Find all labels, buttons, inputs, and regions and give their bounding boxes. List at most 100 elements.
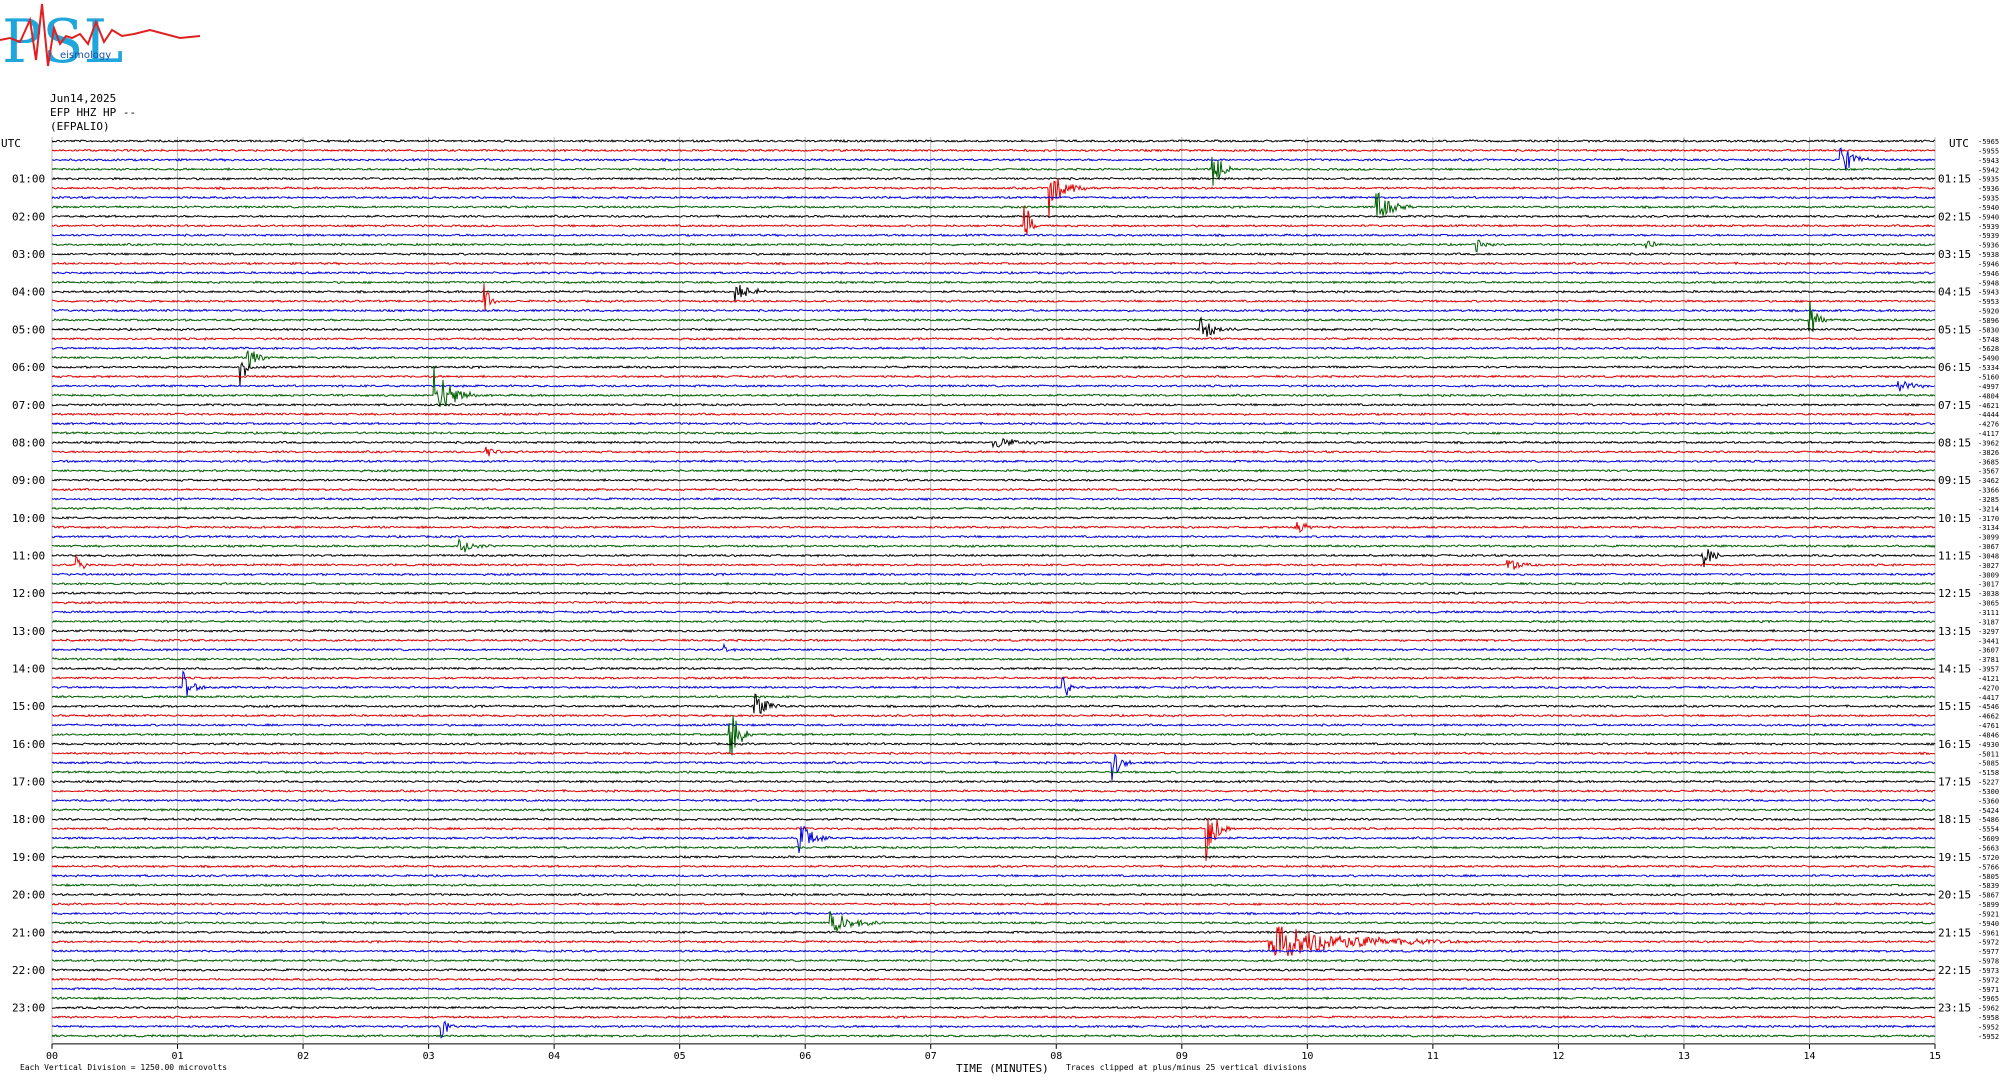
seismic-trace bbox=[51, 600, 1936, 605]
trace-offset-label: -5971 bbox=[1978, 986, 1999, 994]
trace-offset-label: -5360 bbox=[1978, 797, 1999, 805]
seismic-trace bbox=[51, 301, 1936, 333]
trace-offset-label: -4546 bbox=[1978, 703, 1999, 711]
hour-label-right: 13:15 bbox=[1938, 625, 1971, 638]
hour-label-left: 22:00 bbox=[12, 964, 45, 977]
seismic-trace bbox=[51, 694, 1936, 699]
seismic-trace bbox=[51, 521, 1936, 534]
seismic-trace bbox=[51, 283, 1936, 311]
clip-note: Traces clipped at plus/minus 25 vertical… bbox=[1066, 1063, 1307, 1072]
seismic-trace bbox=[52, 280, 1936, 285]
x-tick-label: 00 bbox=[46, 1051, 58, 1062]
trace-offset-label: -3038 bbox=[1978, 590, 1999, 598]
seismic-trace bbox=[51, 412, 1936, 417]
seismic-trace bbox=[51, 911, 1936, 932]
trace-offset-label: -5946 bbox=[1978, 260, 1999, 268]
trace-offset-label: -5300 bbox=[1978, 788, 1999, 796]
seismic-trace bbox=[51, 911, 1936, 916]
seismic-trace bbox=[51, 316, 1936, 337]
trace-offset-label: -5490 bbox=[1978, 355, 1999, 363]
trace-offset-label: -4761 bbox=[1978, 722, 1999, 730]
axis-labels: 00 01 02 03 04 05 06 07 08 09 10 11 12 13 14 15 01:00 02:… bbox=[12, 138, 1999, 1062]
seismic-trace bbox=[51, 374, 1936, 379]
station-name: (EFPALIO) bbox=[50, 120, 110, 133]
trace-offset-label: -4276 bbox=[1978, 421, 1999, 429]
trace-offset-label: -5936 bbox=[1978, 185, 1999, 193]
trace-offset-label: -5946 bbox=[1978, 270, 1999, 278]
seismic-trace bbox=[51, 619, 1936, 624]
seismic-trace bbox=[51, 366, 1936, 407]
hour-label-left: 08:00 bbox=[12, 436, 45, 449]
trace-offset-label: -5805 bbox=[1978, 873, 1999, 881]
seismic-trace bbox=[51, 1033, 1936, 1039]
trace-offset-label: -5939 bbox=[1978, 223, 1999, 231]
seismic-trace bbox=[51, 713, 1936, 718]
x-tick-label: 10 bbox=[1301, 1051, 1313, 1062]
hour-label-left: 13:00 bbox=[12, 625, 45, 638]
trace-offset-label: -4846 bbox=[1978, 731, 1999, 739]
hour-label-left: 20:00 bbox=[12, 889, 45, 902]
seismic-trace bbox=[51, 515, 1936, 520]
trace-offset-label: -5961 bbox=[1978, 929, 1999, 937]
hour-label-right: 03:15 bbox=[1938, 248, 1971, 261]
hour-label-right: 19:15 bbox=[1938, 851, 1971, 864]
trace-offset-label: -5939 bbox=[1978, 232, 1999, 240]
trace-offset-label: -5227 bbox=[1978, 779, 1999, 787]
hour-label-left: 07:00 bbox=[12, 399, 45, 412]
seismic-trace bbox=[51, 642, 1936, 653]
hour-label-left: 11:00 bbox=[12, 549, 45, 562]
x-axis-title: TIME (MINUTES) bbox=[956, 1062, 1049, 1075]
trace-offset-label: -5936 bbox=[1978, 242, 1999, 250]
hour-label-right: 06:15 bbox=[1938, 361, 1971, 374]
seismic-trace bbox=[51, 438, 1936, 449]
hour-label-left: 16:00 bbox=[12, 738, 45, 751]
x-tick-label: 08 bbox=[1050, 1051, 1062, 1062]
seismic-trace bbox=[51, 239, 1936, 253]
seismic-trace bbox=[51, 741, 1936, 746]
trace-offset-label: -5972 bbox=[1978, 976, 1999, 984]
x-tick-label: 11 bbox=[1427, 1051, 1439, 1062]
x-tick-label: 12 bbox=[1552, 1051, 1564, 1062]
hour-label-left: 17:00 bbox=[12, 776, 45, 789]
trace-offset-label: -5609 bbox=[1978, 835, 1999, 843]
seismic-trace bbox=[51, 421, 1936, 426]
seismic-trace bbox=[51, 270, 1936, 275]
hour-label-left: 21:00 bbox=[12, 926, 45, 939]
seismic-trace bbox=[51, 753, 1936, 781]
hour-label-left: 23:00 bbox=[12, 1002, 45, 1015]
trace-offset-label: -5965 bbox=[1978, 995, 1999, 1003]
hour-label-right: 17:15 bbox=[1938, 776, 1971, 789]
seismic-trace bbox=[51, 1005, 1936, 1010]
hour-label-left: 18:00 bbox=[12, 813, 45, 826]
seismic-trace bbox=[51, 284, 1936, 303]
trace-offset-label: -5958 bbox=[1978, 1014, 1999, 1022]
trace-offset-label: -5962 bbox=[1978, 1005, 1999, 1013]
trace-offset-label: -5085 bbox=[1978, 760, 1999, 768]
seismic-trace bbox=[51, 722, 1936, 728]
hour-label-right: 10:15 bbox=[1938, 512, 1971, 525]
seismic-trace bbox=[51, 459, 1936, 464]
hour-label-right: 02:15 bbox=[1938, 210, 1971, 223]
left-axis-label: UTC bbox=[1, 137, 21, 150]
hour-label-right: 12:15 bbox=[1938, 587, 1971, 600]
trace-offset-label: -5943 bbox=[1978, 157, 1999, 165]
hour-label-left: 19:00 bbox=[12, 851, 45, 864]
trace-offset-label: -5935 bbox=[1978, 195, 1999, 203]
hour-label-left: 01:00 bbox=[12, 173, 45, 186]
hour-label-right: 15:15 bbox=[1938, 700, 1971, 713]
hour-label-right: 23:15 bbox=[1938, 1002, 1971, 1015]
seismic-trace bbox=[51, 233, 1936, 238]
trace-offset-label: -3170 bbox=[1978, 515, 1999, 523]
trace-offset-label: -3685 bbox=[1978, 458, 1999, 466]
trace-offset-label: -5896 bbox=[1978, 317, 1999, 325]
trace-offset-label: -5940 bbox=[1978, 920, 1999, 928]
seismic-trace bbox=[51, 873, 1936, 878]
record-date: Jun14,2025 bbox=[50, 92, 117, 105]
trace-offset-label: -5948 bbox=[1978, 279, 1999, 287]
seismic-trace bbox=[51, 666, 1936, 671]
hour-label-right: 01:15 bbox=[1938, 173, 1971, 186]
seismic-trace bbox=[51, 825, 1936, 853]
minute-gridlines bbox=[51, 137, 1936, 1049]
hour-label-left: 12:00 bbox=[12, 587, 45, 600]
x-tick-label: 02 bbox=[297, 1051, 309, 1062]
